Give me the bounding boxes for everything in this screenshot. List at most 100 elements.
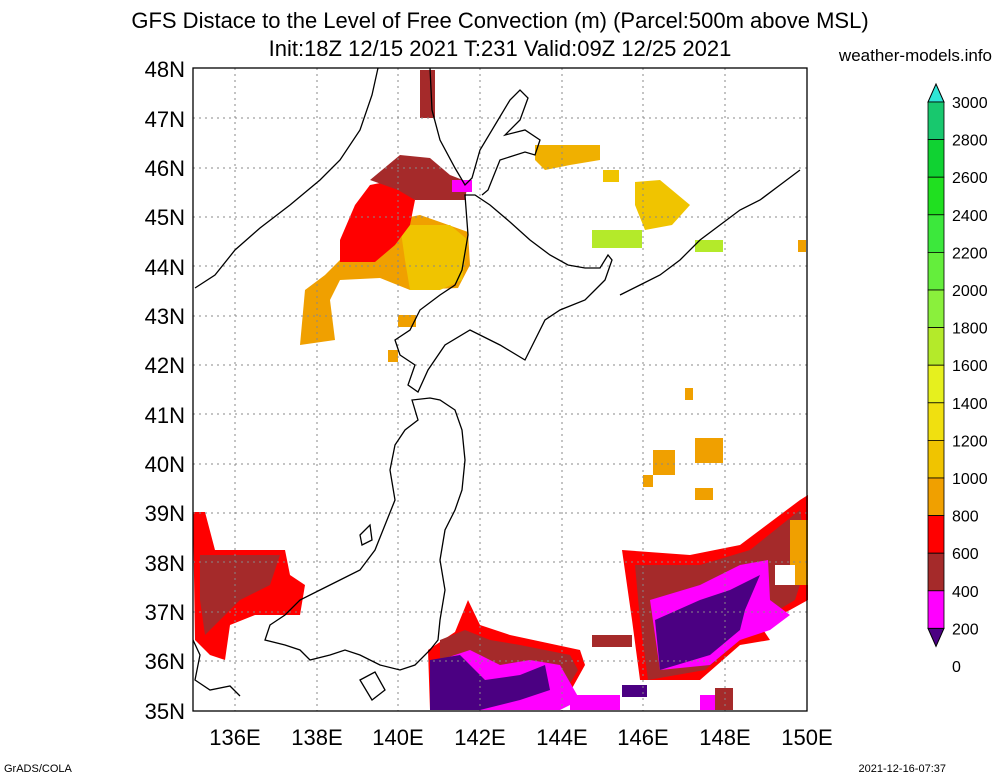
field-orange-small bbox=[398, 315, 416, 327]
colorbar-label: 2000 bbox=[952, 283, 988, 300]
lon-label: 144E bbox=[536, 725, 587, 750]
colorbar-label: 1400 bbox=[952, 396, 988, 413]
field-orange-p2 bbox=[695, 438, 723, 463]
map-subtitle: Init:18Z 12/15 2021 T:231 Valid:09Z 12/2… bbox=[268, 36, 732, 61]
lat-label: 39N bbox=[145, 501, 185, 526]
coast-hokkaido bbox=[394, 194, 613, 393]
lat-label: 46N bbox=[145, 156, 185, 181]
lat-label: 38N bbox=[145, 551, 185, 576]
colorbar-label: 2600 bbox=[952, 170, 988, 187]
lat-label: 42N bbox=[145, 353, 185, 378]
field-green-2 bbox=[695, 240, 723, 252]
colorbar-swatch bbox=[927, 402, 945, 441]
field-green-1 bbox=[592, 230, 642, 248]
lon-label: 136E bbox=[209, 725, 260, 750]
colorbar-swatch bbox=[927, 176, 945, 216]
colorbar-bottom-arrow bbox=[927, 627, 945, 648]
field-orange-p3 bbox=[695, 488, 713, 500]
field-brown-block bbox=[592, 635, 632, 647]
colorbar-label: 3000 bbox=[952, 95, 988, 112]
colorbar-swatch bbox=[927, 590, 945, 629]
lat-label: 47N bbox=[145, 107, 185, 132]
colorbar-top-arrow bbox=[927, 82, 945, 103]
field-magenta-se bbox=[700, 695, 715, 710]
coast-sakhalin bbox=[429, 67, 541, 196]
colorbar-label: 800 bbox=[952, 509, 979, 526]
colorbar-label: 0 bbox=[952, 659, 961, 676]
lat-label: 36N bbox=[145, 649, 185, 674]
colorbar-swatch bbox=[927, 515, 945, 554]
colorbar-swatch bbox=[927, 139, 945, 178]
field-red-north bbox=[340, 180, 415, 262]
coast-kurils bbox=[619, 169, 801, 296]
colorbar-label: 1000 bbox=[952, 471, 988, 488]
colorbar-label: 200 bbox=[952, 621, 979, 638]
field-okhotsk-orange bbox=[535, 145, 600, 170]
field-orange-p5 bbox=[643, 475, 653, 487]
colorbar-swatch bbox=[927, 364, 945, 404]
coast-sado bbox=[359, 523, 373, 546]
map-title: GFS Distace to the Level of Free Convect… bbox=[131, 8, 869, 33]
colorbar-label: 400 bbox=[952, 584, 979, 601]
field-orange-p4 bbox=[685, 388, 693, 400]
lat-label: 35N bbox=[145, 699, 185, 724]
coast-honshu bbox=[264, 397, 466, 671]
colorbar-label: 2800 bbox=[952, 133, 988, 150]
colorbar-swatch bbox=[927, 552, 945, 592]
coast-mainland-asia bbox=[194, 67, 379, 289]
site-label: weather-models.info bbox=[838, 46, 992, 65]
map-frame bbox=[192, 67, 808, 712]
field-magenta-se2 bbox=[570, 695, 620, 710]
field-layer bbox=[193, 70, 808, 710]
colorbar-label: 2400 bbox=[952, 208, 988, 225]
lon-label: 138E bbox=[291, 725, 342, 750]
grid bbox=[193, 68, 807, 711]
lat-label: 43N bbox=[145, 304, 185, 329]
lat-label: 44N bbox=[145, 255, 185, 280]
colorbar-swatch bbox=[927, 327, 945, 366]
colorbar-swatch bbox=[927, 214, 945, 253]
coast-south-islands bbox=[359, 671, 386, 701]
field-brown-se bbox=[715, 688, 733, 710]
colorbar-swatch bbox=[927, 477, 945, 516]
lat-label: 45N bbox=[145, 205, 185, 230]
field-orange-small2 bbox=[388, 350, 398, 362]
coast-mainland-korea bbox=[192, 639, 241, 697]
colorbar-label: 1600 bbox=[952, 358, 988, 375]
field-white-hole bbox=[775, 565, 795, 585]
field-yellow-north bbox=[400, 225, 468, 290]
field-orange-p1 bbox=[653, 450, 675, 475]
lon-label: 148E bbox=[699, 725, 750, 750]
colorbar-swatch bbox=[927, 101, 945, 140]
field-purple-south bbox=[430, 655, 550, 710]
lat-label: 48N bbox=[145, 57, 185, 82]
lat-label: 37N bbox=[145, 600, 185, 625]
colorbar-swatch bbox=[927, 439, 945, 479]
coastlines bbox=[192, 67, 801, 701]
lon-label: 146E bbox=[617, 725, 668, 750]
field-orange-3 bbox=[603, 170, 619, 182]
colorbar-label: 2200 bbox=[952, 245, 988, 262]
field-orange-4 bbox=[798, 240, 806, 252]
lon-labels: 136E 138E 140E 142E 144E 146E 148E 150E bbox=[209, 725, 832, 750]
footer-right: 2021-12-16-07:37 bbox=[858, 763, 946, 775]
lat-labels: 48N 47N 46N 45N 44N 43N 42N 41N 40N 39N … bbox=[145, 57, 185, 724]
field-purple-se bbox=[622, 685, 647, 697]
lon-label: 140E bbox=[372, 725, 423, 750]
field-brown-north bbox=[370, 155, 468, 200]
lat-label: 41N bbox=[145, 403, 185, 428]
lon-label: 142E bbox=[454, 725, 505, 750]
footer-left: GrADS/COLA bbox=[4, 763, 72, 775]
colorbar-swatch bbox=[927, 251, 945, 291]
colorbar-label: 1200 bbox=[952, 433, 988, 450]
colorbar: 3000280026002400220020001800160014001200… bbox=[927, 82, 988, 676]
field-purple-east bbox=[655, 575, 760, 670]
field-okhotsk-yellow bbox=[635, 180, 690, 230]
colorbar-swatch bbox=[927, 289, 945, 328]
field-brown-sw bbox=[200, 555, 280, 635]
lon-label: 150E bbox=[781, 725, 832, 750]
colorbar-label: 1800 bbox=[952, 321, 988, 338]
colorbar-label: 600 bbox=[952, 546, 979, 563]
lat-label: 40N bbox=[145, 452, 185, 477]
